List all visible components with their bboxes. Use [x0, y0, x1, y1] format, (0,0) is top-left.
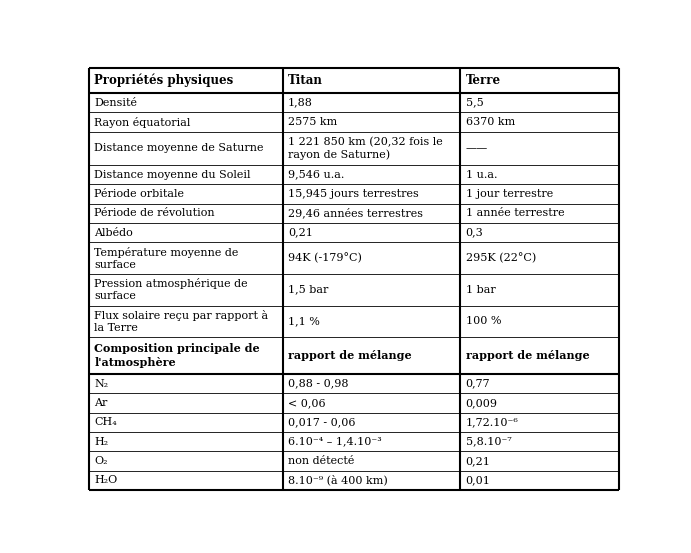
Text: Distance moyenne de Saturne: Distance moyenne de Saturne — [95, 143, 264, 153]
Text: Propriétés physiques: Propriétés physiques — [95, 74, 234, 87]
Text: 0,88 - 0,98: 0,88 - 0,98 — [288, 378, 348, 389]
Text: 1,88: 1,88 — [288, 98, 313, 108]
Text: 1,1 %: 1,1 % — [288, 316, 320, 326]
Text: non détecté: non détecté — [288, 456, 354, 466]
Text: < 0,06: < 0,06 — [288, 398, 325, 408]
Text: H₂: H₂ — [95, 437, 108, 447]
Text: Densité: Densité — [95, 98, 138, 108]
Text: Température moyenne de
surface: Température moyenne de surface — [95, 247, 239, 270]
Text: 0,3: 0,3 — [466, 228, 483, 238]
Text: 295K (22°C): 295K (22°C) — [466, 253, 536, 263]
Text: Ar: Ar — [95, 398, 108, 408]
Text: Composition principale de
l'atmosphère: Composition principale de l'atmosphère — [95, 343, 260, 368]
Text: CH₄: CH₄ — [95, 418, 117, 427]
Text: 0,01: 0,01 — [466, 476, 491, 486]
Text: 2575 km: 2575 km — [288, 117, 337, 127]
Text: 0,017 - 0,06: 0,017 - 0,06 — [288, 418, 355, 427]
Text: 0,21: 0,21 — [288, 228, 313, 238]
Text: 5,8.10⁻⁷: 5,8.10⁻⁷ — [466, 437, 511, 447]
Text: Flux solaire reçu par rapport à
la Terre: Flux solaire reçu par rapport à la Terre — [95, 310, 269, 333]
Text: 1 u.a.: 1 u.a. — [466, 170, 497, 180]
Text: 1 221 850 km (20,32 fois le
rayon de Saturne): 1 221 850 km (20,32 fois le rayon de Sat… — [288, 137, 443, 160]
Text: Terre: Terre — [466, 74, 501, 87]
Text: rapport de mélange: rapport de mélange — [466, 350, 589, 361]
Text: 15,945 jours terrestres: 15,945 jours terrestres — [288, 189, 419, 199]
Text: 6370 km: 6370 km — [466, 117, 515, 127]
Text: Albédo: Albédo — [95, 228, 133, 238]
Text: 8.10⁻⁹ (à 400 km): 8.10⁻⁹ (à 400 km) — [288, 475, 388, 486]
Text: 5,5: 5,5 — [466, 98, 483, 108]
Text: 94K (-179°C): 94K (-179°C) — [288, 253, 362, 263]
Text: 1 année terrestre: 1 année terrestre — [466, 208, 564, 218]
Text: 6.10⁻⁴ – 1,4.10⁻³: 6.10⁻⁴ – 1,4.10⁻³ — [288, 437, 381, 447]
Text: rapport de mélange: rapport de mélange — [288, 350, 412, 361]
Text: Titan: Titan — [288, 74, 323, 87]
Text: Distance moyenne du Soleil: Distance moyenne du Soleil — [95, 170, 251, 180]
Text: 1 bar: 1 bar — [466, 285, 495, 295]
Text: Période orbitale: Période orbitale — [95, 189, 184, 199]
Text: 100 %: 100 % — [466, 316, 501, 326]
Text: ——: —— — [466, 143, 488, 153]
Text: 0,21: 0,21 — [466, 456, 491, 466]
Text: Période de révolution: Période de révolution — [95, 208, 215, 218]
Text: O₂: O₂ — [95, 456, 108, 466]
Text: 0,77: 0,77 — [466, 378, 490, 389]
Text: Rayon équatorial: Rayon équatorial — [95, 117, 191, 128]
Text: 9,546 u.a.: 9,546 u.a. — [288, 170, 344, 180]
Text: 0,009: 0,009 — [466, 398, 498, 408]
Text: N₂: N₂ — [95, 378, 108, 389]
Text: H₂O: H₂O — [95, 476, 117, 486]
Text: 1 jour terrestre: 1 jour terrestre — [466, 189, 553, 199]
Text: 1,72.10⁻⁶: 1,72.10⁻⁶ — [466, 418, 518, 427]
Text: 1,5 bar: 1,5 bar — [288, 285, 328, 295]
Text: Pression atmosphérique de
surface: Pression atmosphérique de surface — [95, 278, 248, 301]
Text: 29,46 années terrestres: 29,46 années terrestres — [288, 208, 423, 218]
